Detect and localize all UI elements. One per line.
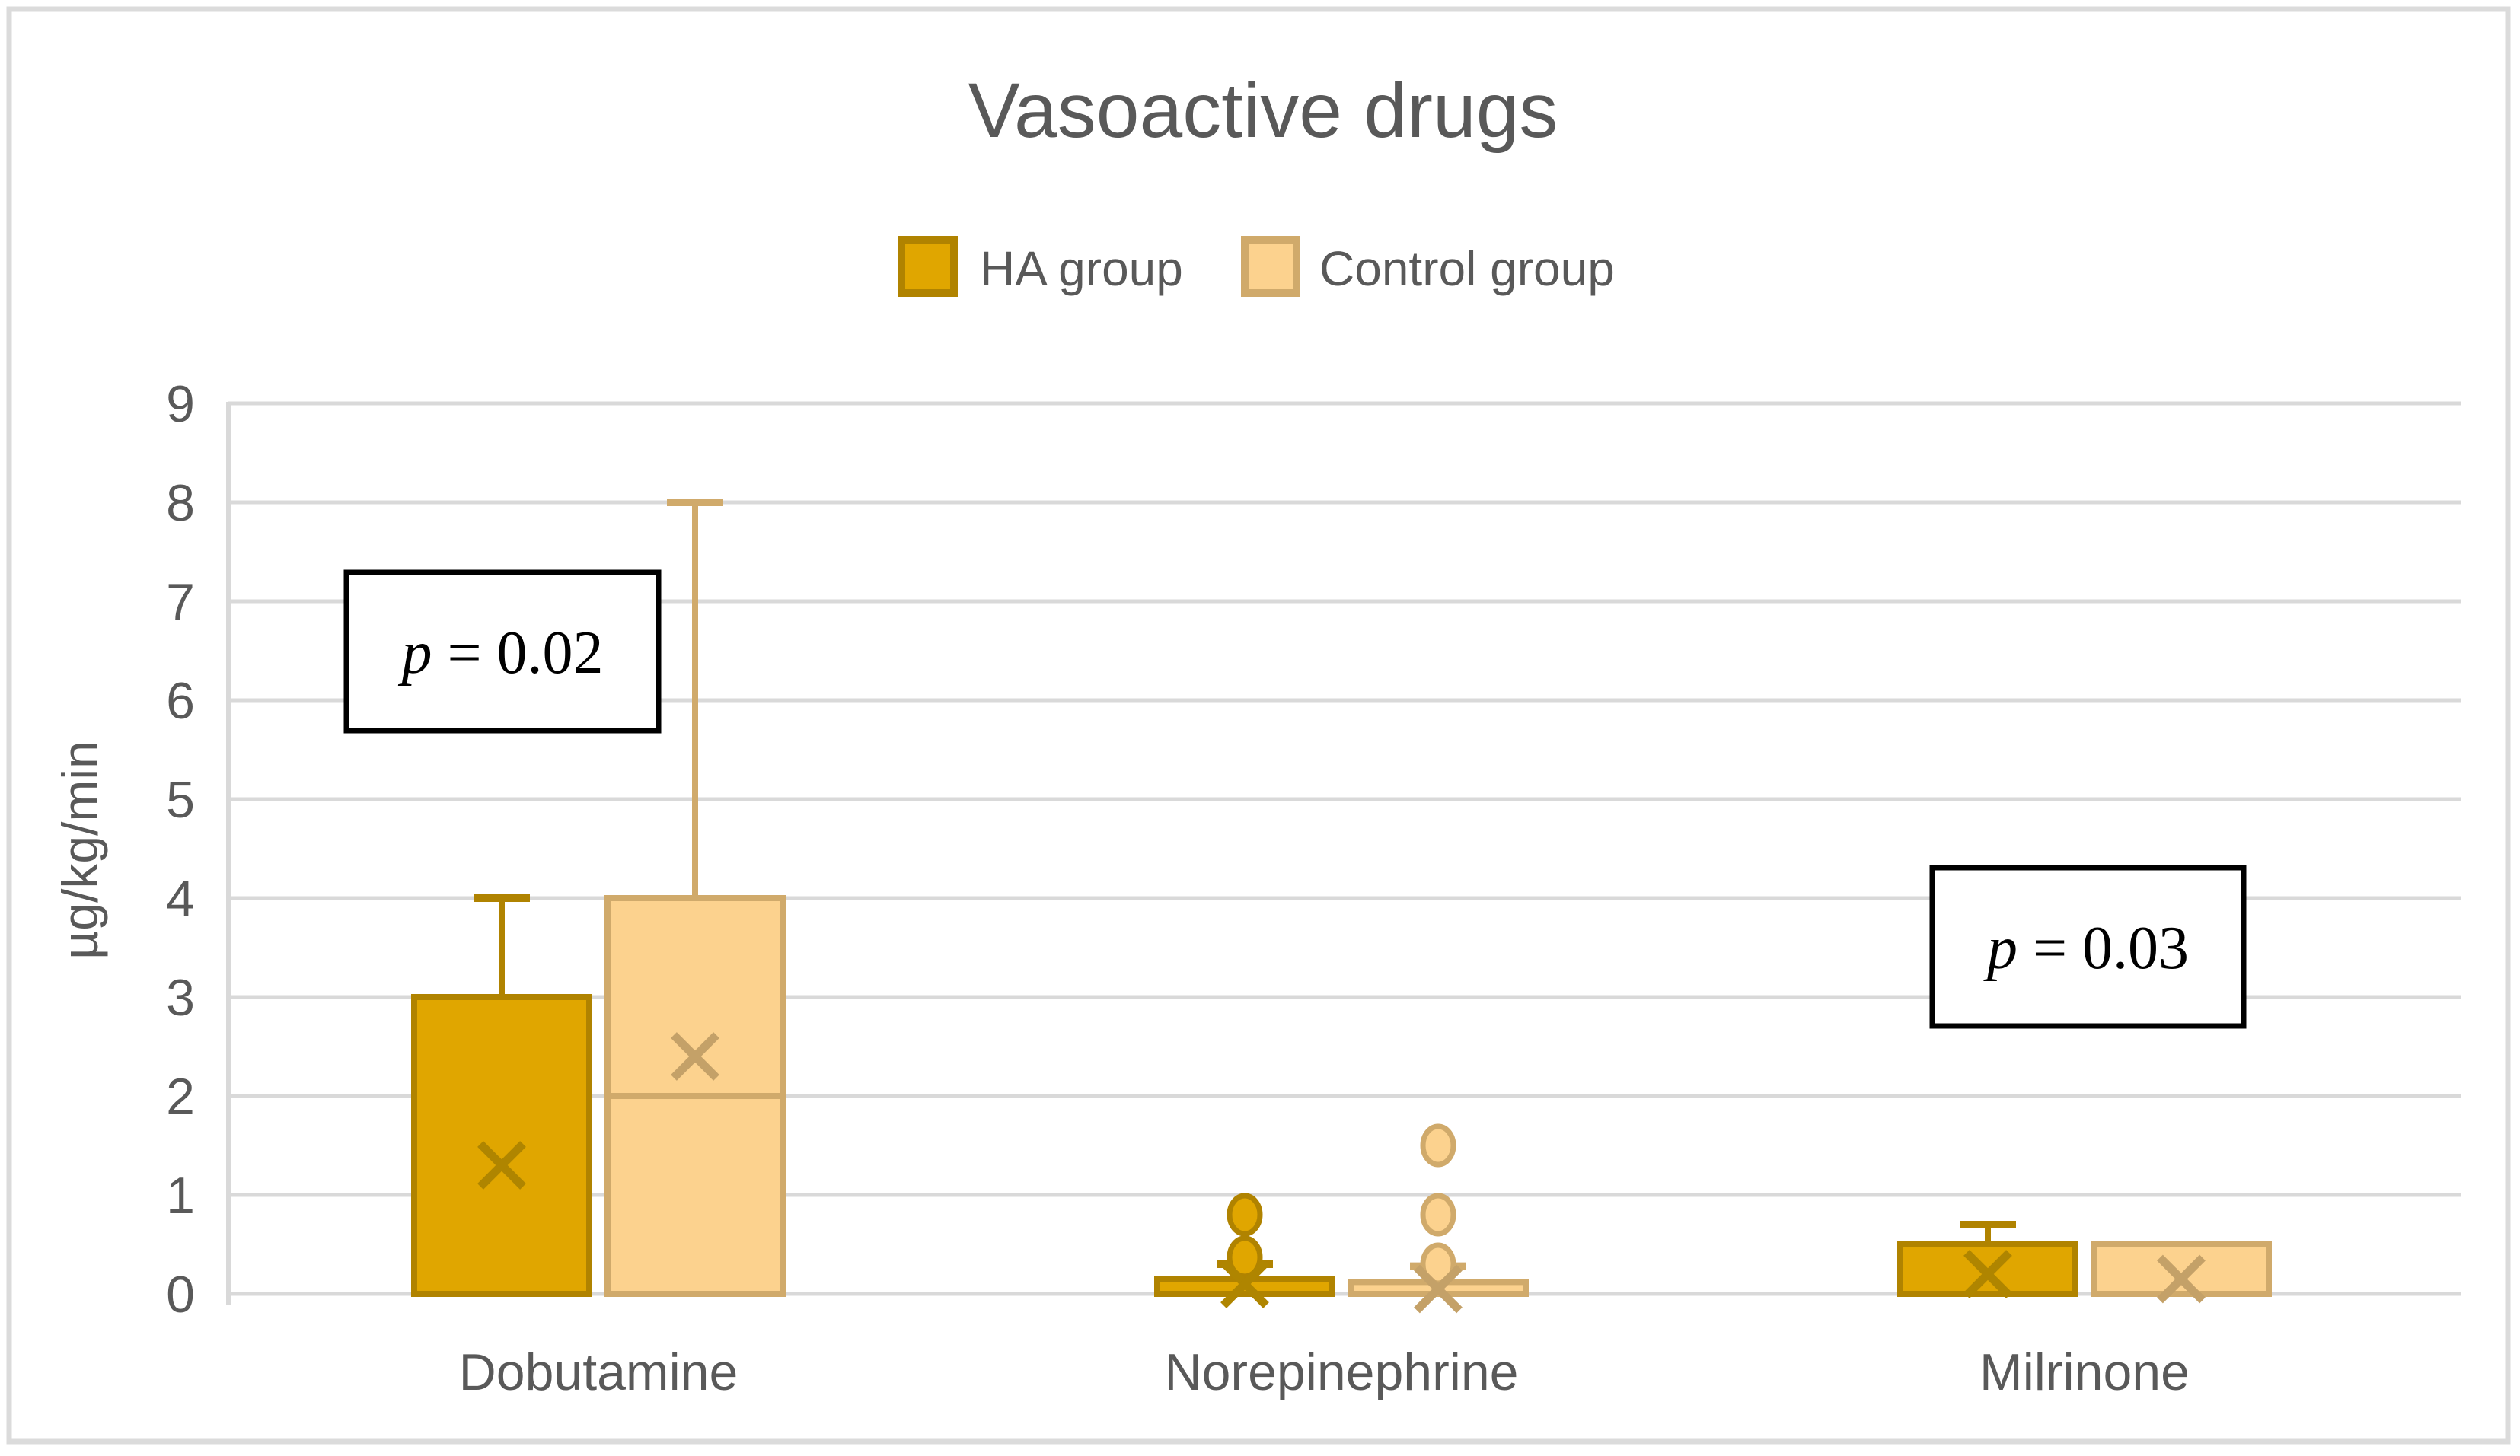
legend-swatch-control [1241,236,1300,297]
mean-x-marker [477,1141,526,1190]
p-value-box [1929,865,2247,1029]
mean-x-stroke [1963,1250,2012,1298]
mean-x-stroke [477,1141,526,1190]
outlier-dot [1227,1235,1263,1279]
box-plot-ha-milrinone [1897,1221,2078,1298]
grid-layer: 0 1 2 3 4 5 6 7 8 9 [166,375,2461,1324]
y-tick-label: 4 [166,870,195,928]
p-value-box [343,569,662,734]
legend-swatch-ha [898,236,958,297]
mean-x-stroke [2157,1254,2206,1304]
y-tick-label: 5 [166,771,195,829]
legend-label-ha: HA group [980,241,1183,296]
mean-x-stroke [1220,1260,1269,1308]
p-value-text: p = 0.02 [397,620,603,687]
y-tick-label: 9 [166,375,195,433]
legend-item-control: Control group [1241,236,1615,297]
plot-layer: Dobutamine Norepinephrine Milrinone [411,499,2272,1401]
mean-x-marker [1414,1264,1463,1314]
p-value-italic: p [397,620,432,687]
y-tick-label: 6 [166,672,195,730]
box-plot-ha-norepinephrine [1154,1193,1335,1308]
p-value-italic: p [1983,915,2018,982]
y-tick-label: 8 [166,474,195,532]
p-value-text: p = 0.03 [1983,915,2189,982]
p-value-rest: = 0.02 [432,620,603,687]
y-tick-label: 0 [166,1266,195,1324]
box [2091,1241,2272,1297]
legend-label-control: Control group [1319,241,1615,296]
box-plot-control-dobutamine [604,499,786,1297]
y-tick-label: 1 [166,1167,195,1225]
p-value-rest: = 0.03 [2018,915,2189,982]
box-plot-control-norepinephrine [1348,1123,1529,1314]
y-tick-label: 2 [166,1068,195,1126]
legend-item-ha: HA group [898,236,1183,297]
x-category-label: Milrinone [1979,1343,2190,1401]
mean-x-stroke [671,1032,719,1081]
y-tick-label: 7 [166,573,195,631]
mean-x-marker [1963,1250,2012,1298]
mean-x-marker [671,1032,719,1081]
box-plot-ha-dobutamine [411,894,592,1297]
p-value-annotation: p = 0.03 [1929,865,2247,1029]
y-axis-title: µg/kg/min [52,741,108,959]
x-category-label: Norepinephrine [1165,1343,1519,1401]
x-category-label: Dobutamine [459,1343,738,1401]
legend: HA group Control group [898,236,1615,297]
outlier-dot [1420,1123,1456,1168]
box-plot-control-milrinone [2091,1241,2272,1304]
chart-border [6,6,2511,1445]
box [411,994,592,1297]
outlier-dot [1420,1193,1456,1237]
annotation-layer: p = 0.02p = 0.03 [343,569,2247,1029]
mean-x-stroke [1414,1264,1463,1314]
p-value-annotation: p = 0.02 [343,569,662,734]
mean-x-marker [2157,1254,2206,1304]
chart-title: Vasoactive drugs [968,67,1558,154]
outlier-dot [1227,1193,1263,1237]
mean-x-marker [1220,1260,1269,1308]
y-tick-label: 3 [166,969,195,1027]
